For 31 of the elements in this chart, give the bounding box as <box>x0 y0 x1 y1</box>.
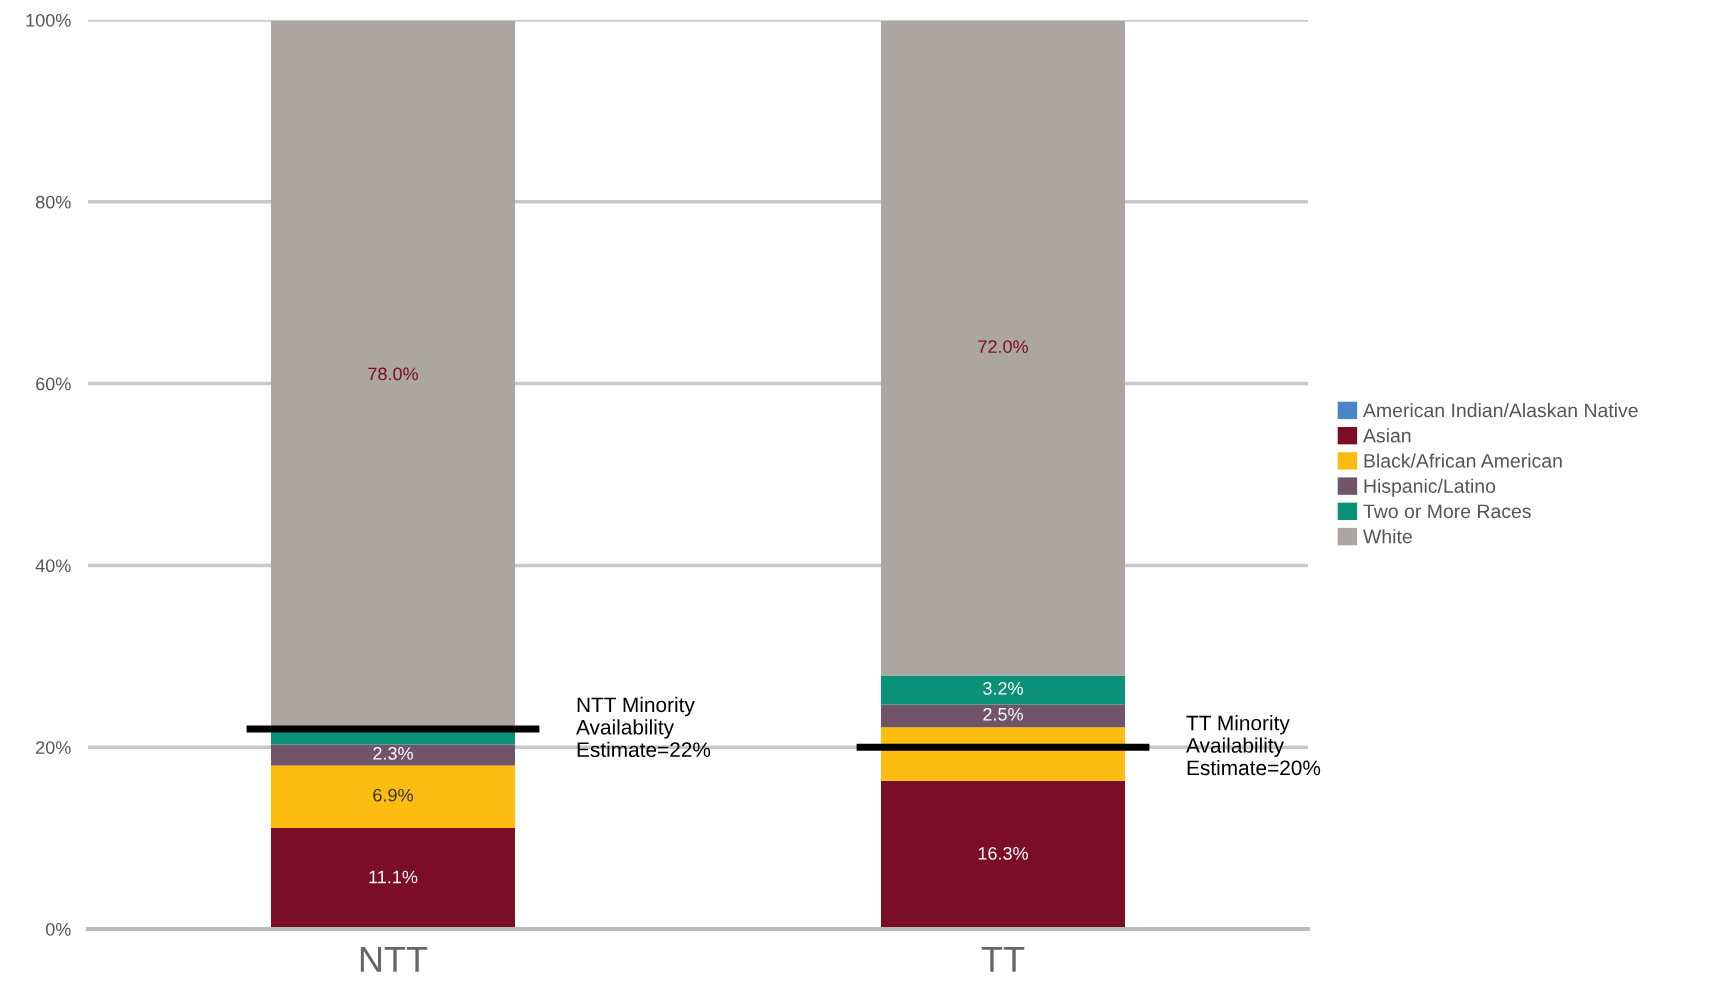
y-tick-label: 20% <box>36 741 71 754</box>
legend-label: White <box>1363 529 1412 544</box>
ref-line-label: TT Minority Availability Estimate=20% <box>1186 715 1321 776</box>
bar <box>271 828 515 929</box>
bar <box>881 704 1125 728</box>
legend-label: Black/African American <box>1364 453 1562 468</box>
legend-label: Hispanic/Latino <box>1364 478 1496 497</box>
data-label: 78.0% <box>368 367 418 381</box>
y-tick-label: 40% <box>35 559 71 573</box>
legend-label: Asian <box>1363 428 1411 443</box>
y-tick-label: 80% <box>35 195 71 209</box>
legend-label: American Indian/Alaskan Native <box>1363 403 1638 418</box>
data-label: 72.0% <box>978 340 1028 353</box>
y-tick-label: 0% <box>45 922 71 936</box>
data-label: 3.2% <box>983 681 1023 695</box>
y-tick-label: 60% <box>36 377 71 391</box>
y-tick-label: 100% <box>26 13 71 27</box>
x-tick-label: NTT <box>360 946 428 972</box>
bar <box>881 675 1125 705</box>
data-label: 6.9% <box>373 788 413 802</box>
x-tick-label: TT <box>981 946 1025 972</box>
legend-label: Two or More Races <box>1363 504 1531 519</box>
data-label: 16.3% <box>978 846 1028 860</box>
bar <box>881 780 1125 929</box>
bar <box>881 20 1125 676</box>
data-label: 11.1% <box>369 870 418 884</box>
data-label: 2.3% <box>373 746 413 760</box>
bar <box>271 765 515 829</box>
bar <box>271 744 515 766</box>
ref-line-label: NTT Minority Availability Estimate=22% <box>576 696 711 758</box>
data-label: 2.5% <box>983 707 1023 721</box>
